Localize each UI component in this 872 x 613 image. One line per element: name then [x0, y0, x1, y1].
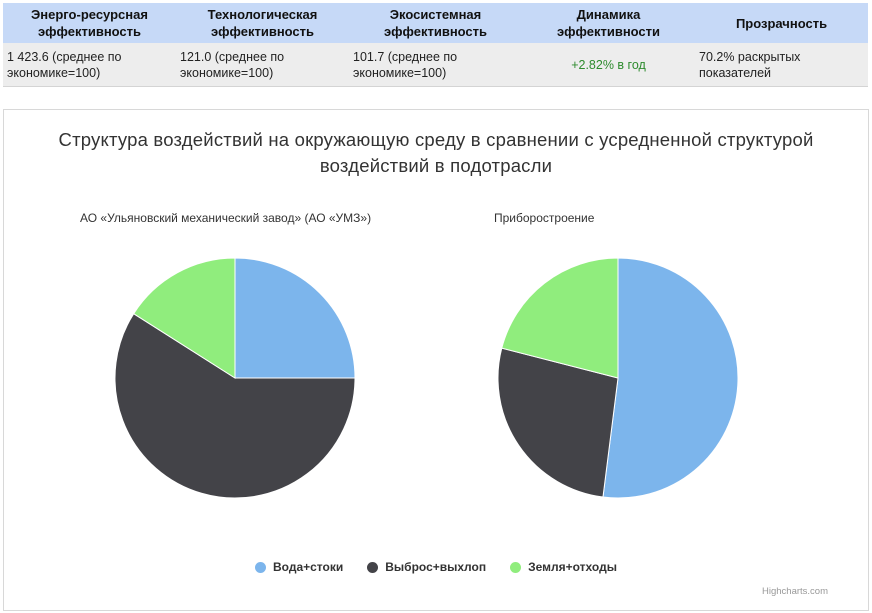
legend-dot-emissions	[367, 561, 379, 573]
pie-company-slice-emissions[interactable]	[114, 313, 356, 499]
credits-link[interactable]: Highcharts.com	[762, 586, 828, 597]
metrics-value-row: 1 423.6 (среднее по экономике=100) 121.0…	[3, 43, 868, 87]
metric-header-energy: Энерго-ресурсная эффективность	[3, 3, 176, 43]
metric-value-energy: 1 423.6 (среднее по экономике=100)	[3, 43, 176, 87]
metric-value-transparency: 70.2% раскрытых показателей	[695, 43, 868, 87]
chart-title: Структура воздействий на окружающую сред…	[58, 129, 814, 176]
metric-value-technology: 121.0 (среднее по экономике=100)	[176, 43, 349, 87]
pie-label-subsector: Приборостроение	[494, 211, 595, 225]
legend-label-emissions: Выброс+выхлоп	[385, 560, 487, 574]
pie-subsector	[497, 257, 739, 499]
legend-label-water: Вода+стоки	[273, 560, 344, 574]
pie-subsector-slice-water[interactable]	[602, 257, 739, 499]
pie-subsector-slice-land[interactable]	[501, 257, 619, 379]
metrics-table: Энерго-ресурсная эффективность Технологи…	[3, 3, 868, 87]
pie-label-company: АО «Ульяновский механический завод» (АО …	[80, 211, 372, 225]
metric-header-dynamics: Динамика эффективности	[522, 3, 695, 43]
pie-company-slice-water[interactable]	[234, 257, 356, 379]
metric-header-transparency: Прозрачность	[695, 3, 868, 43]
legend-dot-land	[510, 561, 522, 573]
pie-subsector-slice-emissions[interactable]	[497, 347, 619, 498]
pie-charts	[114, 257, 739, 499]
chart-legend: Вода+стоки Выброс+выхлоп Земля+отходы	[4, 560, 868, 574]
pie-company-slice-land[interactable]	[132, 257, 236, 379]
metric-header-ecosystem: Экосистемная эффективность	[349, 3, 522, 43]
legend-item-water[interactable]: Вода+стоки	[255, 560, 343, 574]
legend-label-land: Земля+отходы	[528, 560, 617, 574]
legend-item-land[interactable]: Земля+отходы	[510, 560, 617, 574]
pie-company	[114, 257, 356, 499]
metric-header-technology: Технологическая эффективность	[176, 3, 349, 43]
chart-panel: Структура воздействий на окружающую сред…	[3, 109, 869, 611]
legend-dot-water	[255, 561, 266, 573]
legend-item-emissions[interactable]: Выброс+выхлоп	[367, 560, 486, 574]
metric-value-ecosystem: 101.7 (среднее по экономике=100)	[349, 43, 522, 87]
metrics-header-row: Энерго-ресурсная эффективность Технологи…	[3, 3, 868, 43]
metric-value-dynamics: +2.82% в год	[522, 43, 695, 87]
